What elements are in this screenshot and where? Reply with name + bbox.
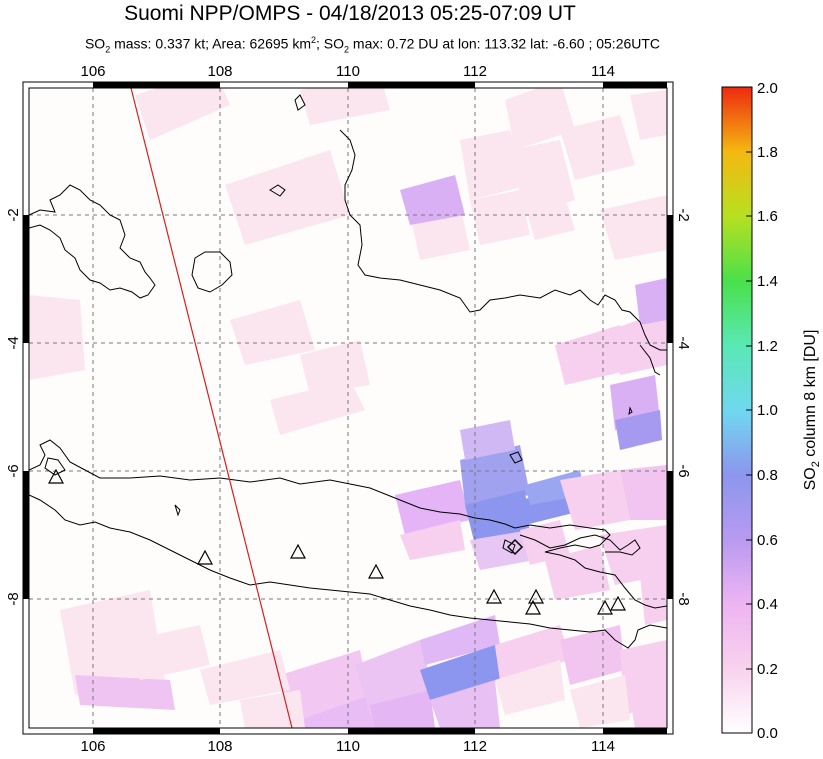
volcano-marker: [596, 599, 614, 615]
colorbar-ticks: [746, 86, 752, 734]
lat-labels-right: -2 -4 -6 -8: [675, 208, 692, 605]
colorbar-tick-label: 0.2: [757, 661, 778, 678]
lon-labels-top: 106 108 110 112 114: [80, 63, 614, 80]
lat-label: -6: [5, 464, 22, 477]
lon-label: 110: [336, 63, 360, 80]
lat-label: -2: [5, 208, 22, 221]
volcano-marker: [524, 599, 542, 615]
lon-label: 108: [207, 63, 232, 80]
lat-label: -4: [675, 336, 692, 349]
colorbar-tick-label: 2.0: [757, 80, 778, 97]
satellite-track: [130, 87, 293, 729]
lon-label: 114: [591, 738, 615, 755]
lon-labels-bottom: 106 108 110 112 114: [80, 738, 614, 755]
lon-label: 110: [336, 738, 360, 755]
lat-label: -2: [675, 208, 692, 221]
so2-pixels: [29, 88, 667, 728]
colorbar-tick-label: 1.8: [757, 144, 778, 161]
colorbar-tick-label: 1.4: [757, 273, 778, 290]
lon-label: 106: [80, 63, 105, 80]
subtitle-sub-3: 2: [344, 44, 350, 55]
subtitle-part-2: mass: 0.337 kt; Area: 62695 km: [110, 35, 311, 52]
lat-label: -8: [675, 592, 692, 605]
colorbar-tick-label: 1.6: [757, 208, 778, 225]
volcano-marker: [609, 595, 627, 611]
colorbar-title-sub: 2: [810, 461, 822, 467]
lat-label: -4: [5, 336, 22, 349]
colorbar-title-main: SO: [802, 467, 819, 490]
lat-label: -8: [5, 592, 22, 605]
lat-labels-left: -2 -4 -6 -8: [5, 208, 22, 605]
coastlines: [29, 94, 667, 649]
volcano-marker: [485, 588, 503, 604]
colorbar-tick-label: 0.6: [757, 532, 778, 549]
lon-label: 108: [207, 738, 232, 755]
colorbar-title-rest: column 8 km [DU]: [802, 330, 819, 462]
volcano-marker: [289, 543, 307, 559]
lon-label: 112: [463, 63, 487, 80]
colorbar-tick-label: 0.0: [757, 725, 778, 742]
graticule: [29, 88, 667, 728]
subtitle-part-4: max: 0.72 DU at lon: 113.32 lat: -6.60 ;…: [349, 35, 661, 52]
max-so2-marker: [506, 538, 524, 556]
lon-label: 114: [591, 63, 615, 80]
volcano-marker: [527, 588, 545, 604]
colorbar-tick-label: 0.4: [757, 596, 778, 613]
map-title: Suomi NPP/OMPS - 04/18/2013 05:25-07:09 …: [124, 2, 576, 25]
subtitle-part-3: ; SO: [316, 35, 345, 52]
border-scale-bars: [23, 82, 673, 734]
colorbar-tick-label: 1.2: [757, 338, 778, 355]
volcano-marker: [47, 468, 65, 484]
lon-label: 112: [463, 738, 487, 755]
volcano-marker: [367, 563, 385, 579]
colorbar-tick-label: 0.8: [757, 467, 778, 484]
lon-label: 106: [80, 738, 105, 755]
subtitle-sup-2: 2: [310, 35, 316, 45]
colorbar-tick-label: 1.0: [757, 402, 778, 419]
map-subtitle: SO2 mass: 0.337 kt; Area: 62695 km2; SO2…: [0, 35, 745, 54]
subtitle-part-1: SO: [84, 35, 106, 52]
colorbar-tick-labels: 0.0 0.2 0.4 0.6 0.8 1.0 1.2 1.4 1.6 1.8 …: [757, 80, 778, 742]
volcano-markers: [47, 468, 627, 615]
subtitle-sub-1: 2: [105, 44, 111, 55]
lat-label: -6: [675, 464, 692, 477]
volcano-marker: [196, 549, 214, 565]
colorbar-title: SO2 column 8 km [DU]: [802, 330, 822, 491]
